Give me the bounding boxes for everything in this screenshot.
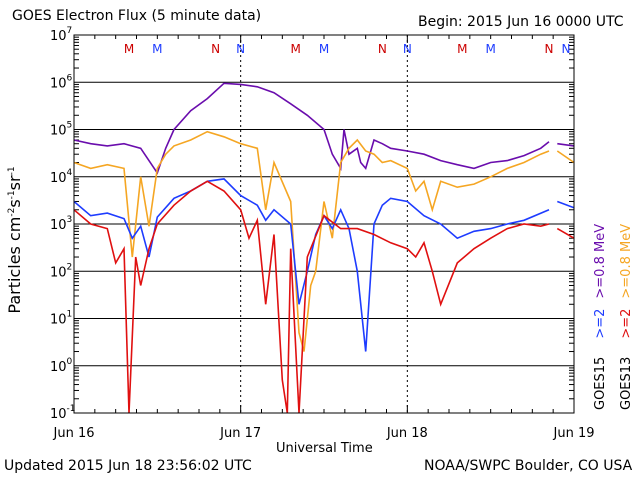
credit-text: NOAA/SWPC Boulder, CO USA: [424, 458, 633, 474]
y-tick-label: 104: [50, 168, 73, 186]
marker-m: M: [485, 42, 495, 56]
y-axis-label: Particles cm-2s-1sr-1: [5, 166, 24, 313]
x-axis-title: Universal Time: [276, 441, 373, 456]
legend-label: >=0.8 MeV: [593, 224, 608, 299]
series-lines: [73, 82, 575, 414]
marker-m: M: [457, 42, 467, 56]
legend-label: GOES15: [593, 357, 608, 410]
legend-label: >=2: [619, 309, 634, 339]
marker-m: M: [290, 42, 300, 56]
marker-n: N: [236, 42, 245, 56]
series-line-3: [73, 180, 575, 414]
marker-n: N: [562, 42, 571, 56]
marker-m: M: [319, 42, 329, 56]
y-tick-label: 10-1: [50, 404, 76, 422]
legend: GOES15 >=2 >=0.8 MeV GOES13 >=2 >=0.8 MeV: [593, 224, 634, 410]
y-tick-label: 101: [50, 310, 72, 328]
chart-title: GOES Electron Flux (5 minute data): [12, 8, 262, 24]
series-line-2: [73, 178, 575, 352]
marker-n: N: [545, 42, 554, 56]
marker-m: M: [124, 42, 134, 56]
x-tick-label: Jun 19: [553, 426, 595, 441]
plot-frame: [73, 34, 575, 414]
y-tick-label: 107: [50, 26, 72, 44]
marker-n: N: [403, 42, 412, 56]
x-tick-label: Jun 17: [219, 426, 261, 441]
y-tick-label: 105: [50, 121, 72, 139]
legend-label: >=2: [593, 309, 608, 339]
x-tick-labels: Jun 16 Jun 17 Jun 18 Jun 19: [53, 426, 595, 441]
legend-entry: GOES15 >=2 >=0.8 MeV: [593, 224, 608, 410]
marker-n: N: [211, 42, 220, 56]
begin-date: Begin: 2015 Jun 16 0000 UTC: [418, 14, 624, 30]
y-tick-label: 102: [50, 262, 72, 280]
legend-entry: GOES13 >=2 >=0.8 MeV: [619, 224, 634, 410]
y-tick-label: 103: [50, 215, 72, 233]
legend-label: >=0.8 MeV: [619, 224, 634, 299]
marker-m: M: [152, 42, 162, 56]
y-tick-labels: 10-1 100 101 102 103 104 105 106 107: [50, 26, 76, 422]
y-tick-label: 106: [50, 73, 73, 91]
marker-n: N: [378, 42, 387, 56]
updated-timestamp: Updated 2015 Jun 18 23:56:02 UTC: [4, 458, 252, 474]
legend-label: GOES13: [619, 357, 634, 410]
series-line-1: [73, 130, 575, 352]
y-tick-label: 100: [50, 357, 73, 375]
x-tick-label: Jun 16: [53, 426, 95, 441]
series-line-0: [73, 82, 575, 175]
x-tick-label: Jun 18: [386, 426, 428, 441]
